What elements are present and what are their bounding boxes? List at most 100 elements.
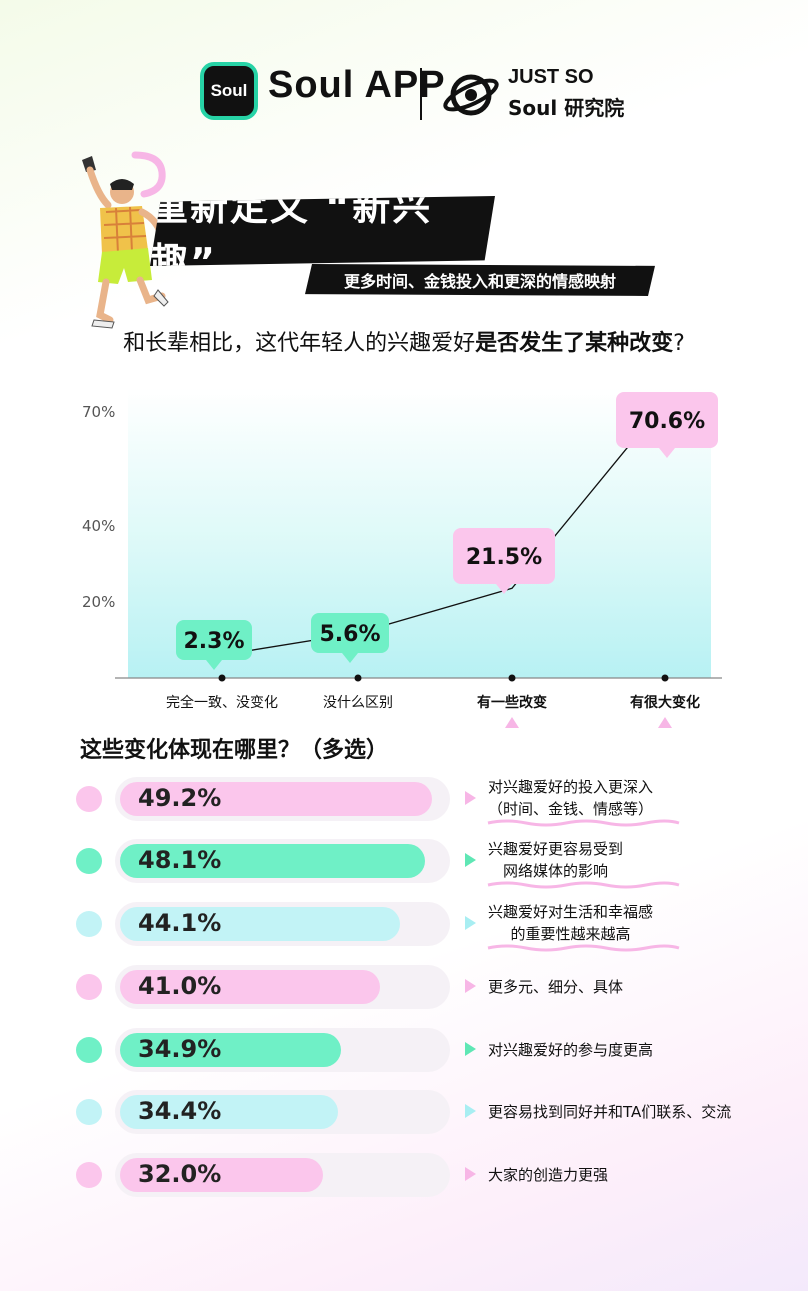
bar-color-dot	[76, 1162, 102, 1188]
bar-chart-title: 这些变化体现在哪里？（多选）	[80, 738, 389, 763]
category-marker	[508, 674, 516, 682]
bullet-arrow-icon	[465, 1104, 476, 1118]
data-value-label: 21.5%	[466, 545, 542, 570]
bar-category-label: 兴趣爱好对生活和幸福感 的重要性越来越高	[488, 901, 653, 945]
category-marker	[354, 674, 362, 682]
soul-logo: Soul	[200, 62, 258, 120]
bullet-arrow-icon	[465, 791, 476, 805]
question-bold-part: 是否发生了某种改变	[475, 331, 674, 356]
category-label: 有很大变化	[630, 694, 700, 711]
bar-category-line: 更容易找到同好并和TA们联系、交流	[488, 1103, 732, 1121]
bar-color-dot	[76, 911, 102, 937]
value-callout-pointer	[496, 584, 512, 594]
bar-category-label: 兴趣爱好更容易受到 网络媒体的影响	[488, 838, 623, 882]
highlight-triangle-icon	[505, 717, 519, 728]
highlight-underline	[487, 819, 680, 827]
highlight-underline-path	[487, 881, 680, 889]
bullet-arrow-icon	[465, 853, 476, 867]
data-value-label: 2.3%	[183, 629, 244, 654]
highlight-underline	[487, 944, 680, 952]
justso-planet-icon	[443, 74, 499, 116]
bar-value-label: 34.9%	[138, 1035, 222, 1063]
bar-color-dot	[76, 1037, 102, 1063]
bullet-arrow-icon	[465, 916, 476, 930]
bar-category-line: 更多元、细分、具体	[488, 978, 624, 996]
category-label: 没什么区别	[323, 695, 393, 711]
bar-category-line: 对兴趣爱好的投入更深入	[488, 778, 654, 796]
bar-fill	[120, 1033, 341, 1067]
bar-value-label: 44.1%	[138, 909, 222, 937]
bar-category-line: 的重要性越来越高	[510, 925, 631, 943]
highlight-underline-path	[487, 819, 680, 827]
value-callout-pointer	[206, 660, 222, 670]
y-tick-label: 70%	[82, 403, 115, 421]
bar-fill	[120, 1158, 323, 1192]
bar-category-label: 更多元、细分、具体	[488, 976, 623, 998]
banner-title: 重新定义 “新兴趣”	[150, 196, 495, 266]
question-end-mark: ?	[673, 331, 685, 356]
bar-color-dot	[76, 974, 102, 1000]
bar-fill	[120, 907, 400, 941]
bar-category-label: 更容易找到同好并和TA们联系、交流	[488, 1101, 731, 1123]
question-plain-part: 和长辈相比，这代年轻人的兴趣爱好	[123, 331, 476, 356]
bar-color-dot	[76, 848, 102, 874]
value-callout-pointer	[659, 448, 675, 458]
value-callout-box	[176, 620, 252, 660]
bar-category-line: 兴趣爱好对生活和幸福感	[488, 903, 654, 921]
bar-row: 49.2% 对兴趣爱好的投入更深入 （时间、金钱、情感等）	[0, 774, 808, 827]
bar-row: 32.0% 大家的创造力更强	[0, 1150, 808, 1200]
bar-row: 44.1% 兴趣爱好对生活和幸福感 的重要性越来越高	[0, 899, 808, 952]
line-chart: 20% 40% 70% 2.3% 5.6% 21.5% 70.6% 完全一致、没变化 没什么区别…	[82, 392, 722, 728]
bar-row: 34.9% 对兴趣爱好的参与度更高	[0, 1025, 808, 1075]
bar-category-line: 对兴趣爱好的参与度更高	[488, 1041, 654, 1059]
value-callout-box	[616, 392, 718, 448]
bar-row: 41.0% 更多元、细分、具体	[0, 962, 808, 1012]
bar-category-line: 兴趣爱好更容易受到	[488, 840, 624, 858]
bar-category-line: 网络媒体的影响	[503, 862, 609, 880]
data-value-label: 70.6%	[629, 409, 705, 434]
highlight-triangle-icon	[658, 717, 672, 728]
highlight-underline-path	[487, 944, 680, 952]
bar-color-dot	[76, 1099, 102, 1125]
bar-category-line: 大家的创造力更强	[488, 1166, 609, 1184]
bar-fill	[120, 1095, 338, 1129]
header-divider	[420, 68, 422, 120]
soul-logo-text: Soul	[210, 81, 248, 100]
survey-question: 和长辈相比，这代年轻人的兴趣爱好是否发生了某种改变?	[0, 325, 808, 357]
bar-fill	[120, 844, 425, 878]
bar-value-label: 34.4%	[138, 1097, 222, 1125]
bar-row: 48.1% 兴趣爱好更容易受到 网络媒体的影响	[0, 836, 808, 889]
bar-category-label: 大家的创造力更强	[488, 1164, 608, 1186]
bullet-arrow-icon	[465, 979, 476, 993]
bar-value-label: 48.1%	[138, 846, 222, 874]
bar-fill	[120, 782, 432, 816]
partner-name-line2: Soul 研究院	[508, 96, 625, 120]
series-line	[221, 401, 666, 656]
bar-category-label: 对兴趣爱好的参与度更高	[488, 1039, 653, 1061]
category-label: 完全一致、没变化	[166, 694, 278, 711]
bullet-arrow-icon	[465, 1167, 476, 1181]
y-tick-label: 40%	[82, 517, 115, 535]
bullet-arrow-icon	[465, 1042, 476, 1056]
bar-row: 34.4% 更容易找到同好并和TA们联系、交流	[0, 1087, 808, 1137]
highlight-underline	[487, 881, 680, 889]
brand-name: Soul APP	[268, 64, 446, 106]
category-marker	[218, 674, 226, 682]
bar-category-label: 对兴趣爱好的投入更深入 （时间、金钱、情感等）	[488, 776, 653, 820]
bar-value-label: 32.0%	[138, 1160, 222, 1188]
bar-value-label: 49.2%	[138, 784, 222, 812]
partner-name-line1: JUST SO	[508, 66, 594, 88]
banner-subtitle: 更多时间、金钱投入和更深的情感映射	[305, 264, 655, 296]
bar-fill	[120, 970, 380, 1004]
bar-color-dot	[76, 786, 102, 812]
decorative-swirl	[131, 151, 166, 198]
value-callout-box	[311, 613, 389, 653]
data-value-label: 5.6%	[319, 622, 380, 647]
dancing-person-illustration	[82, 156, 169, 329]
category-label: 有一些改变	[477, 694, 547, 711]
value-callout-pointer	[342, 653, 358, 663]
bar-category-line: （时间、金钱、情感等）	[488, 800, 654, 818]
y-tick-label: 20%	[82, 593, 115, 611]
bar-value-label: 41.0%	[138, 972, 222, 1000]
category-marker	[661, 674, 669, 682]
